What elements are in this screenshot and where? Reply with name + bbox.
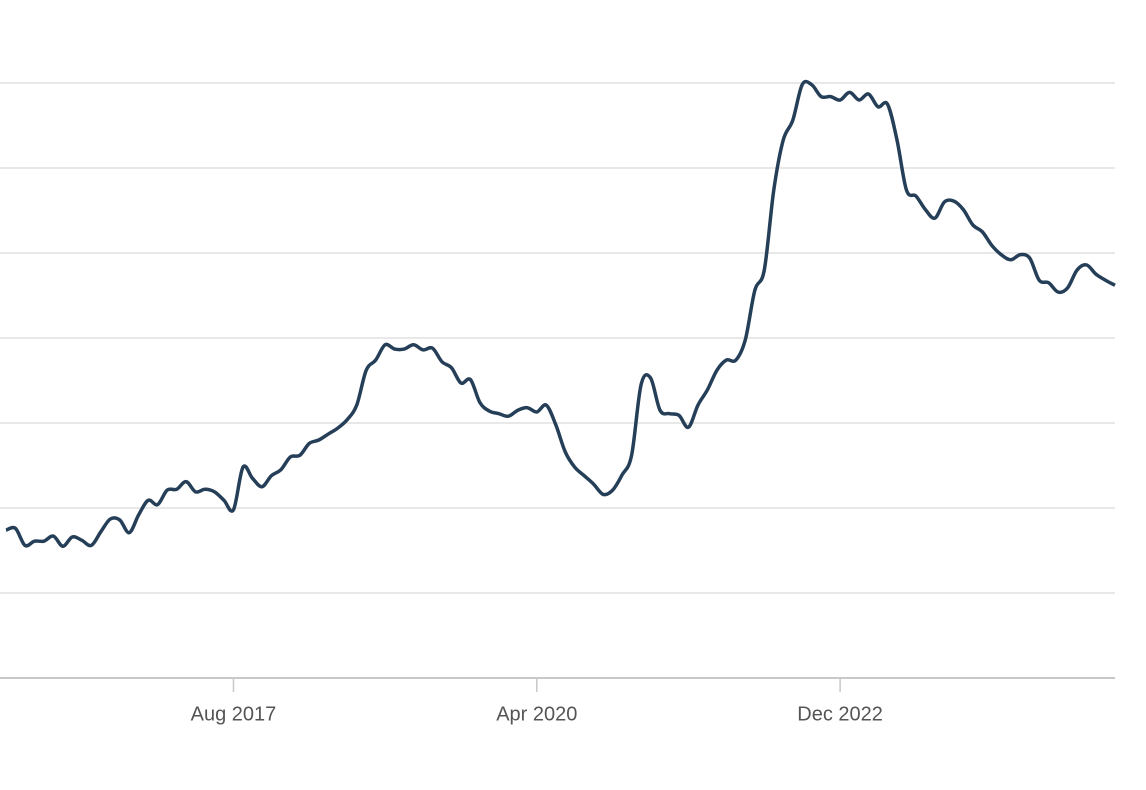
x-tick-label: Aug 2017 [191,703,277,725]
x-tick-label: Dec 2022 [797,703,883,725]
x-tick-label: Apr 2020 [496,703,577,725]
line [5,79,1116,548]
